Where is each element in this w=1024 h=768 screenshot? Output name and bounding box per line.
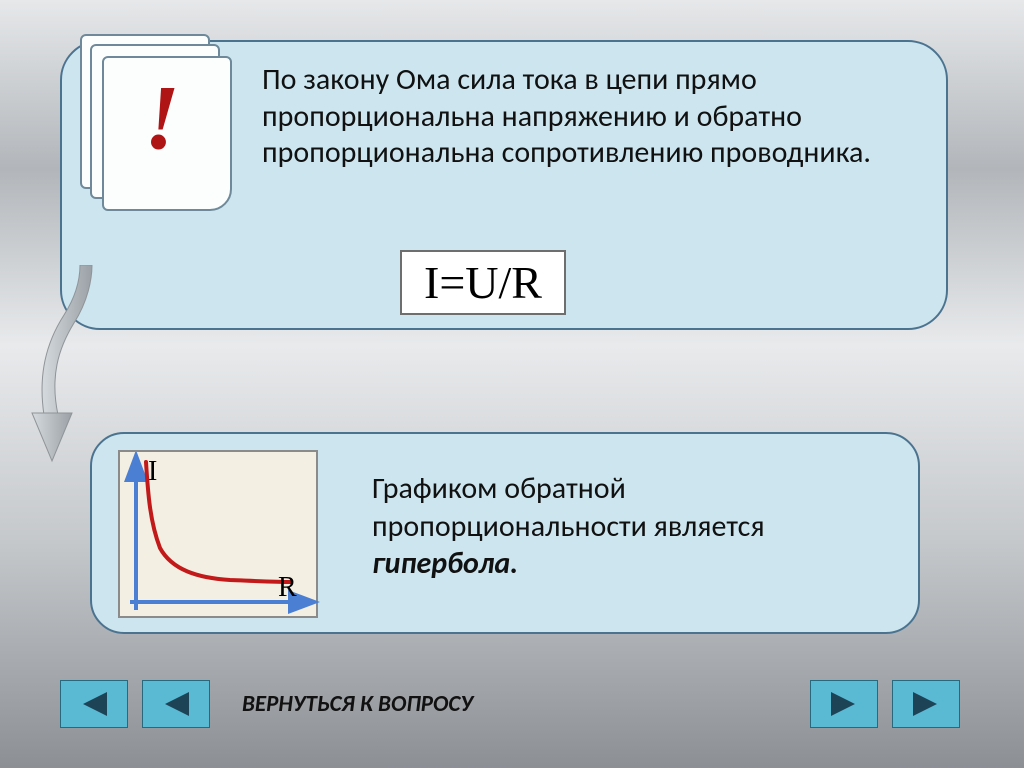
nav-next-button[interactable]	[892, 680, 960, 728]
law-card: ! По закону Ома сила тока в цепи прямо п…	[60, 40, 948, 330]
exclamation-icon: !	[144, 64, 180, 170]
graph-caption-plain: Графиком обратной пропорциональности явл…	[372, 470, 765, 545]
nav-label: ВЕРНУТЬСЯ К ВОПРОСУ	[242, 690, 473, 718]
ohms-law-formula: I=U/R	[400, 250, 566, 315]
y-axis-label: I	[148, 456, 157, 487]
nav-next2-button[interactable]	[810, 680, 878, 728]
x-axis-label: R	[278, 572, 297, 603]
note-stack-icon: !	[80, 34, 230, 209]
graph-card: I R Графиком обратной пропорциональности…	[90, 432, 920, 634]
nav-prev-button[interactable]	[60, 680, 128, 728]
law-text: По закону Ома сила тока в цепи прямо про…	[262, 62, 922, 172]
hyperbola-chart-svg: I R	[120, 452, 320, 620]
hyperbola-chart: I R	[118, 450, 318, 618]
nav-prev2-button[interactable]	[142, 680, 210, 728]
nav-row: ВЕРНУТЬСЯ К ВОПРОСУ	[60, 680, 970, 736]
graph-caption: Графиком обратной пропорциональности явл…	[372, 470, 892, 583]
graph-caption-emph: гипербола.	[372, 545, 518, 582]
